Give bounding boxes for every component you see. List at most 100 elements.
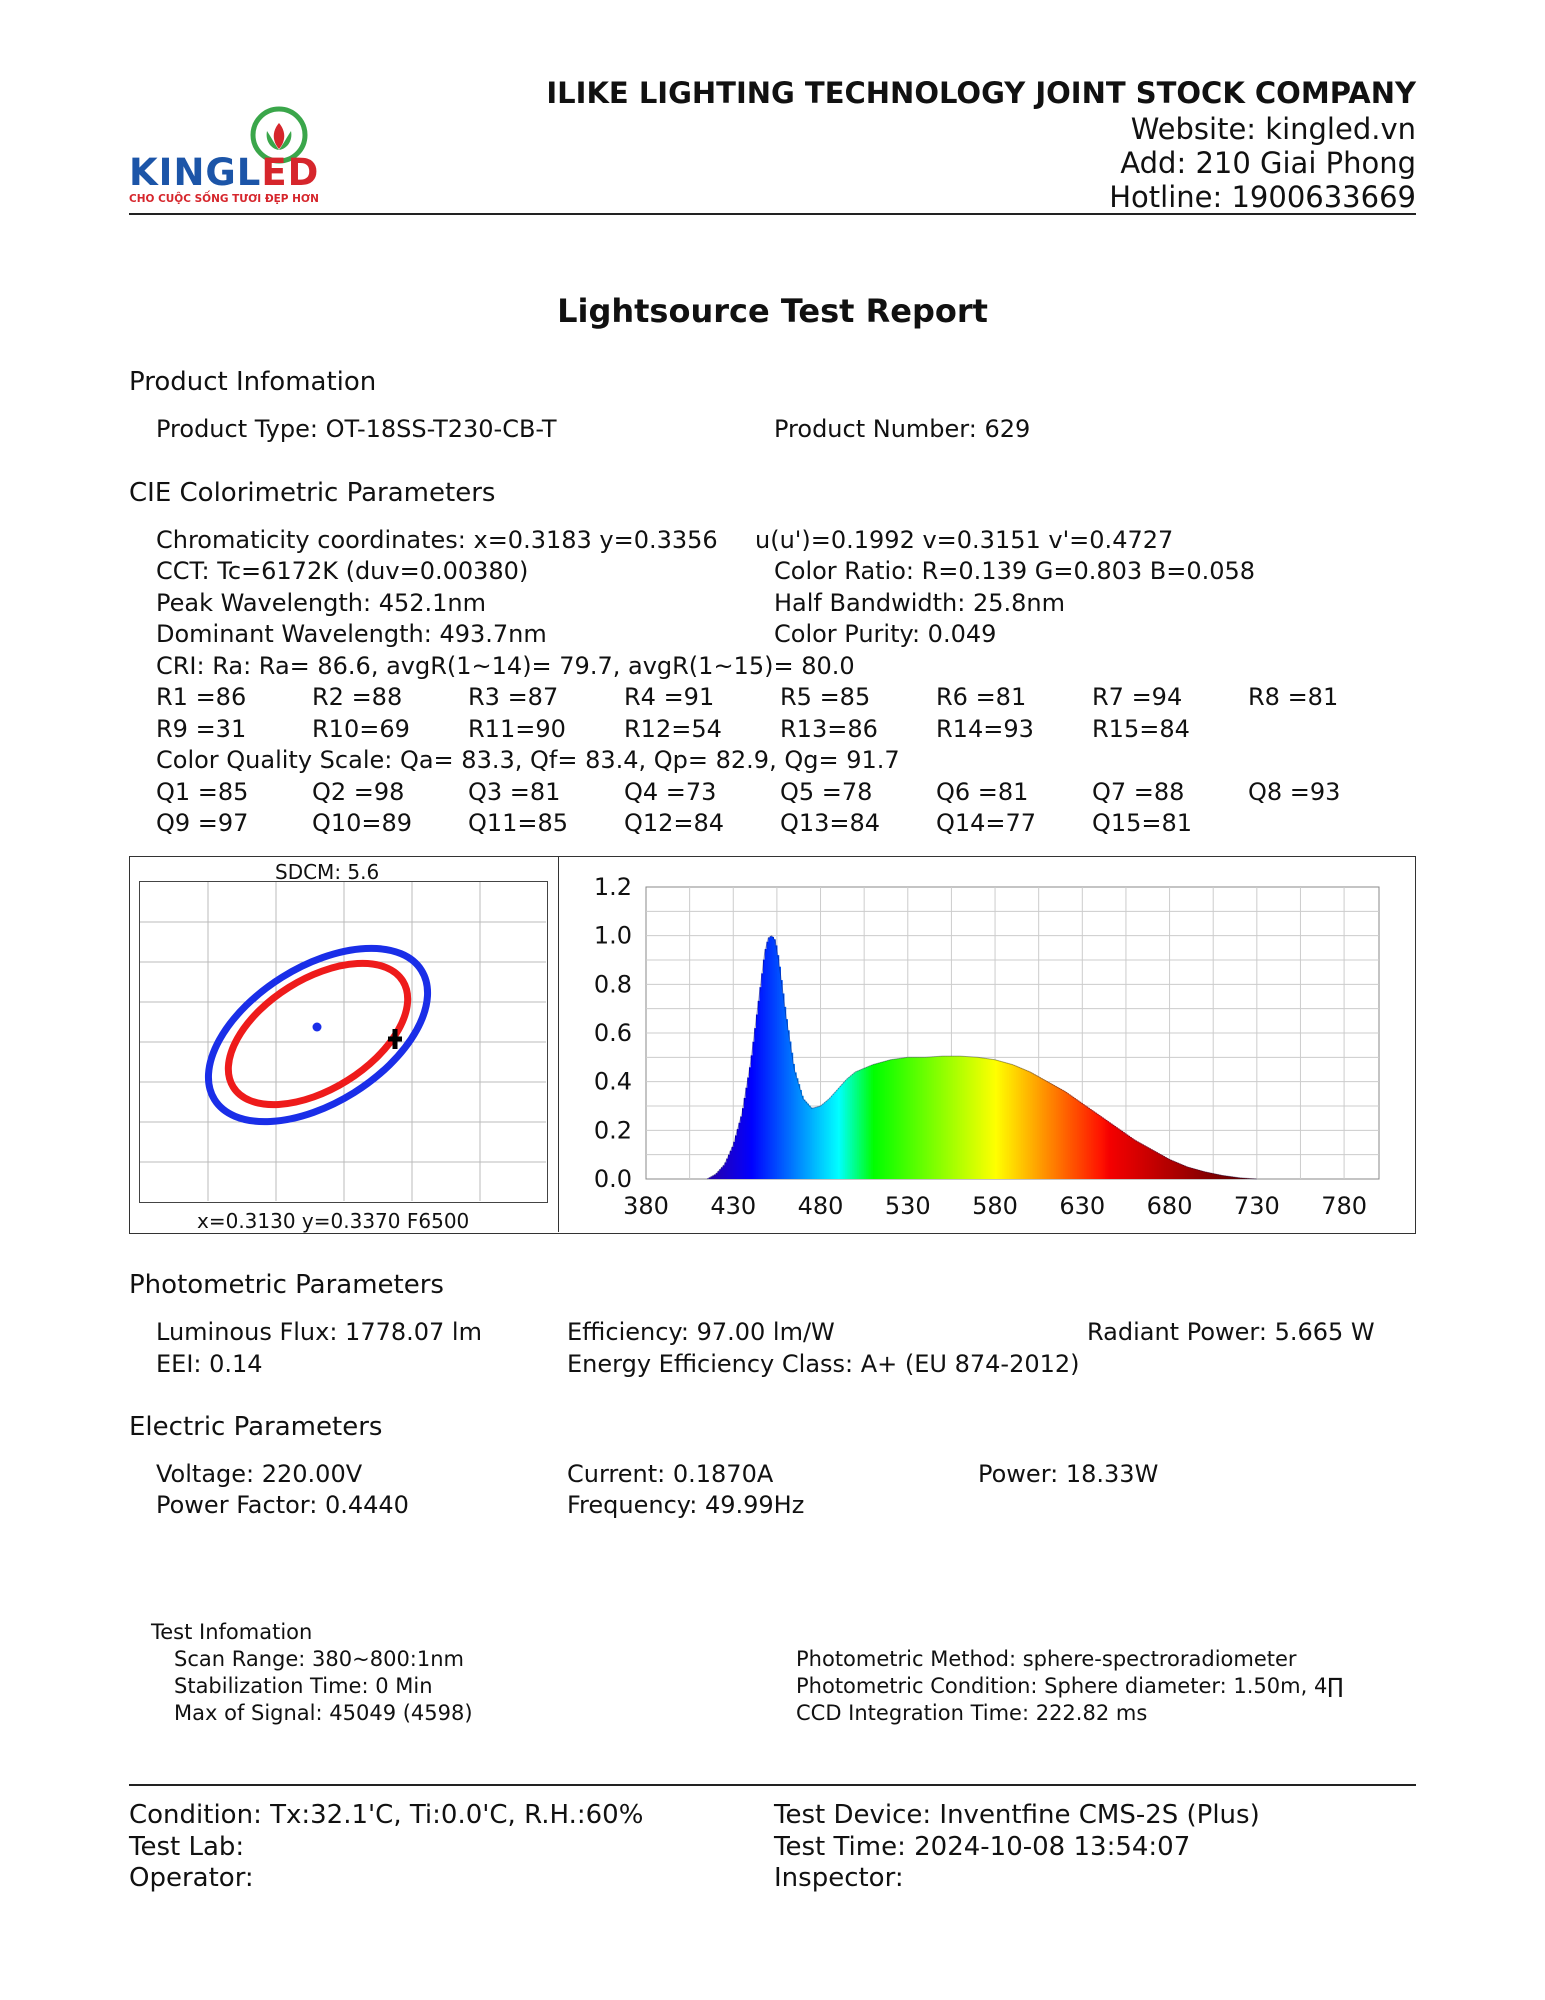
spectrum-bar [1213,1173,1216,1179]
spectrum-bar [1057,1087,1061,1179]
spectrum-bar [836,1089,839,1179]
spectrum-bar [951,1056,954,1179]
y-tick-label: 0.0 [594,1165,632,1193]
inspector: Inspector: [774,1863,904,1893]
spectrum-bar [776,955,780,1179]
spectrum-bar [995,1060,998,1179]
spectrum-bar [977,1057,980,1179]
company-name: ILIKE LIGHTING TECHNOLOGY JOINT STOCK CO… [546,76,1416,110]
panel-divider [558,857,559,1232]
sdcm-grid [140,882,546,1201]
spectrum-bar [949,1056,953,1179]
spectrum-bar [1232,1176,1235,1179]
spectrum-bar [1096,1113,1099,1179]
spectrum-bar [1009,1063,1012,1179]
spectrum-bar [1043,1080,1047,1179]
spectrum-bar [797,1084,801,1179]
spectrum-bar [1082,1104,1085,1179]
spectrum-bar [783,1006,787,1179]
spectrum-bar [1017,1067,1021,1179]
spectrum-bar [913,1057,916,1179]
spectrum-bar [1045,1081,1049,1179]
spectrum-bar [944,1056,947,1179]
spectrum-bar [1225,1175,1228,1179]
spectrum-bar [1148,1148,1151,1179]
spectrum-bar [939,1056,942,1179]
spectrum-bar [1171,1160,1174,1179]
spectrum-bar [1049,1083,1052,1179]
max-signal: Max of Signal: 45049 (4598) [174,1701,473,1725]
q-value: Q7 =88 [1092,778,1185,806]
product-type: Product Type: OT-18SS-T230-CB-T [156,415,557,443]
spectrum-bar [886,1060,890,1179]
spectrum-bar [829,1097,832,1179]
sdcm-inner-ellipse [224,959,412,1109]
spectrum-bar [762,959,766,1179]
footer-divider [129,1784,1416,1786]
r-value: R8 =81 [1248,683,1339,711]
report-title: Lightsource Test Report [557,292,988,330]
r-value: R6 =81 [936,683,1027,711]
uv-coordinates: u(u')=0.1992 v=0.3151 v'=0.4727 [755,526,1174,554]
spectrum-bar [858,1070,862,1179]
spectrum-bar [792,1063,795,1179]
spectrum-bar [1111,1124,1115,1179]
spectrum-bar [940,1056,944,1179]
spectrum-bar [825,1100,829,1179]
spectrum-bar [853,1072,857,1179]
power: Power: 18.33W [978,1460,1159,1488]
spectrum-bar [1160,1155,1164,1179]
spectrum-bar [780,980,783,1179]
spectrum-bar [869,1065,872,1179]
electric-heading: Electric Parameters [129,1412,383,1442]
power-factor: Power Factor: 0.4440 [156,1491,409,1519]
spectrum-bar [817,1106,820,1179]
spectrum-bar [1036,1076,1040,1179]
spectrum-bar [926,1057,930,1179]
spectrum-bar [1047,1082,1050,1179]
spectrum-bar [843,1082,846,1179]
spectrum-bar [1209,1172,1213,1179]
x-tick-label: 530 [885,1192,931,1220]
spectrum-bar [1019,1067,1022,1179]
r-value: R10=69 [312,715,410,743]
spectrum-bar [946,1056,949,1179]
spectrum-bar [878,1062,881,1179]
spectrum-bar [759,987,762,1179]
spectrum-bar [879,1062,883,1179]
spectrum-bar [722,1165,726,1179]
spectrum-bar [892,1059,895,1179]
spectrum-bar [1178,1163,1181,1179]
spectrum-bar [1152,1150,1155,1179]
spectrum-bar [832,1093,836,1179]
spectrum-bar [773,939,776,1179]
spectrum-bar [885,1060,888,1179]
company-hotline: Hotline: 1900633669 [1109,180,1416,214]
spectrum-bar [721,1167,724,1179]
spectrum-bar [830,1095,834,1179]
spectrum-bar [1248,1178,1251,1179]
spectrum-bar [1125,1134,1129,1179]
spectrum-bar [1029,1072,1033,1179]
spectrum-bar [937,1056,940,1179]
spectrum-bar [1176,1162,1179,1179]
spectrum-bar [729,1150,733,1179]
spectrum-bar [1075,1099,1078,1179]
spectrum-outline [706,935,1257,1180]
cri-line: CRI: Ra: Ra= 86.6, avgR(1~14)= 79.7, avg… [156,652,855,680]
q-value: Q13=84 [780,809,881,837]
energy-class: Energy Efficiency Class: A+ (EU 874-2012… [567,1350,1080,1378]
spectrum-bar [1101,1117,1104,1179]
spectrum-bar [743,1097,747,1179]
spectrum-bar [1218,1174,1221,1179]
spectrum-bar [1242,1178,1246,1179]
test-condition: Condition: Tx:32.1'C, Ti:0.0'C, R.H.:60% [129,1800,644,1830]
q-value: Q15=81 [1092,809,1193,837]
spectrum-bar [1042,1079,1045,1179]
spectrum-bar [1078,1101,1082,1179]
luminous-flux: Luminous Flux: 1778.07 lm [156,1318,482,1346]
spectrum-bar [918,1057,921,1179]
spectrum-bar [1056,1087,1059,1179]
spectrum-bar [1150,1149,1153,1179]
spectrum-bar [841,1084,844,1179]
